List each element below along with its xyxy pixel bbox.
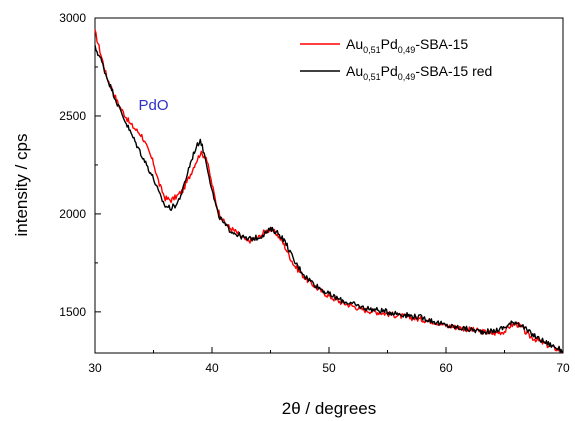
x-tick-label-0: 30 [88,361,102,375]
annotation-0: PdO [138,97,168,114]
series-line-1 [94,44,564,353]
annotation-layer: PdO [138,97,168,114]
x-tick-label-1: 40 [205,361,219,375]
y-tick-label-0: 1500 [59,305,86,319]
series-line-0 [94,29,564,354]
x-axis-title: 2θ / degrees [282,399,377,418]
y-tick-label-3: 3000 [59,11,86,25]
x-tick-label-4: 70 [556,361,570,375]
legend-entry-0: Au0,51Pd0,49-SBA-15 [346,36,468,55]
legend-entry-1: Au0,51Pd0,49-SBA-15 red [346,63,492,82]
plot-frame [94,17,564,354]
legend: Au0,51Pd0,49-SBA-15 Au0,51Pd0,49-SBA-15 … [300,36,492,82]
y-axis-title: intensity / cps [12,134,31,237]
series-layer [94,29,564,354]
x-tick-label-2: 50 [322,361,336,375]
y-tick-label-1: 2000 [59,207,86,221]
x-tick-label-3: 60 [439,361,453,375]
y-tick-label-2: 2500 [59,109,86,123]
ticks-layer: 30 40 50 60 70 1500 2000 2500 3000 [59,11,570,375]
